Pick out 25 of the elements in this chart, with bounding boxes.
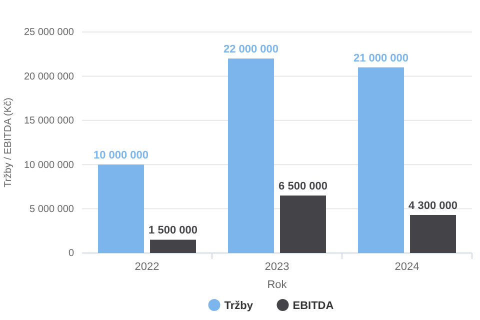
bar xyxy=(358,67,404,253)
bar xyxy=(280,196,326,253)
y-axis-title: Tržby / EBITDA (Kč) xyxy=(3,98,14,188)
data-label: 1 500 000 xyxy=(148,224,198,237)
y-tick-label: 0 xyxy=(68,248,74,260)
data-label: 10 000 000 xyxy=(93,150,149,162)
data-label: 4 300 000 xyxy=(408,200,458,212)
bar xyxy=(228,58,274,253)
y-tick-label: 25 000 000 xyxy=(24,27,74,38)
x-axis-title: Rok xyxy=(267,279,288,291)
y-tick-label: 5 000 000 xyxy=(30,204,74,215)
data-label: 21 000 000 xyxy=(353,52,409,64)
data-label: 6 500 000 xyxy=(278,180,328,193)
legend-label: EBITDA xyxy=(292,300,334,312)
bar xyxy=(150,240,196,253)
y-tick-label: 15 000 000 xyxy=(24,116,74,127)
x-tick-label: 2023 xyxy=(264,261,290,273)
y-tick-label: 20 000 000 xyxy=(24,71,74,82)
data-label: 22 000 000 xyxy=(223,44,279,56)
bar xyxy=(410,214,456,253)
x-tick-label: 2022 xyxy=(134,261,160,273)
bar xyxy=(98,164,144,253)
legend-label: Tržby xyxy=(224,300,254,312)
y-tick-label: 10 000 000 xyxy=(24,160,74,171)
x-tick-label: 2024 xyxy=(394,261,420,273)
